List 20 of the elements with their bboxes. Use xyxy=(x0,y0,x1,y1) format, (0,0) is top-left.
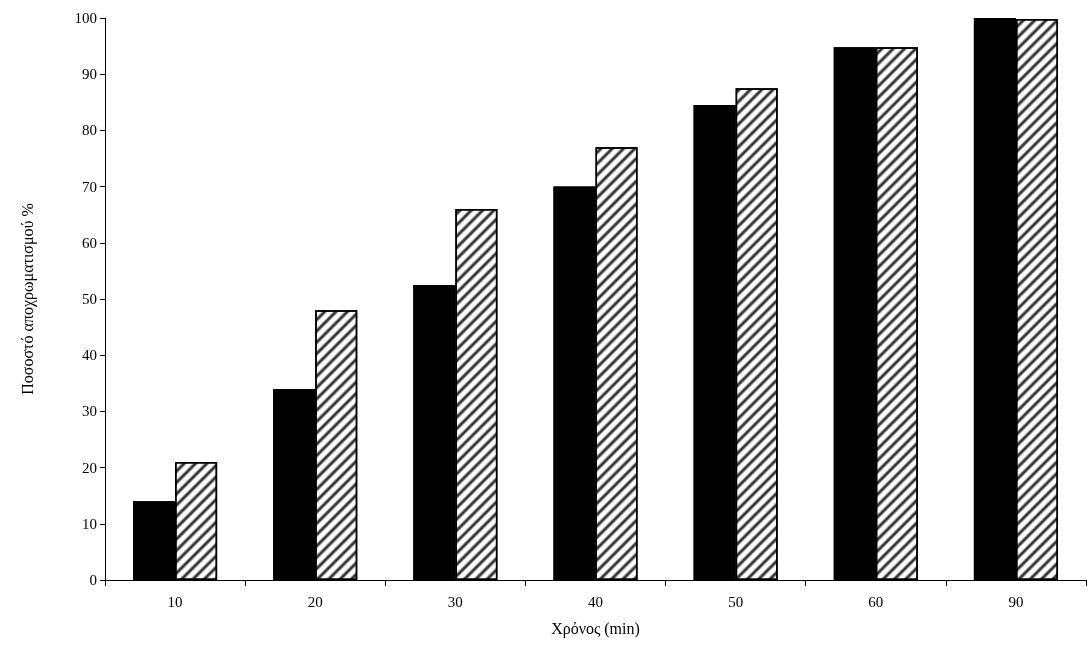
y-tick-label: 80 xyxy=(82,122,97,139)
y-tick-label: 30 xyxy=(82,403,97,420)
y-axis-title: Ποσοστό αποχρωματισμού % xyxy=(18,203,37,395)
y-tick-label: 60 xyxy=(82,234,97,251)
y-tick-label: 20 xyxy=(82,459,97,476)
y-tick-label: 50 xyxy=(82,291,97,307)
x-tick-label: 60 xyxy=(868,593,884,610)
x-tick-label: 40 xyxy=(588,593,603,610)
y-tick-label: 10 xyxy=(82,515,97,532)
y-tick-label: 70 xyxy=(82,178,97,195)
x-tick-label: 50 xyxy=(728,593,744,610)
y-tick-label: 40 xyxy=(82,347,97,364)
x-tick-label: 20 xyxy=(307,593,323,610)
x-tick-label: 30 xyxy=(447,593,463,610)
x-tick-label: 10 xyxy=(167,593,183,610)
x-axis-title: Χρόνος (min) xyxy=(551,619,640,638)
y-tick-label: 0 xyxy=(89,572,97,588)
x-tick-label: 90 xyxy=(1008,593,1024,610)
y-tick-label: 90 xyxy=(82,66,97,83)
y-tick-label: 100 xyxy=(74,10,97,26)
